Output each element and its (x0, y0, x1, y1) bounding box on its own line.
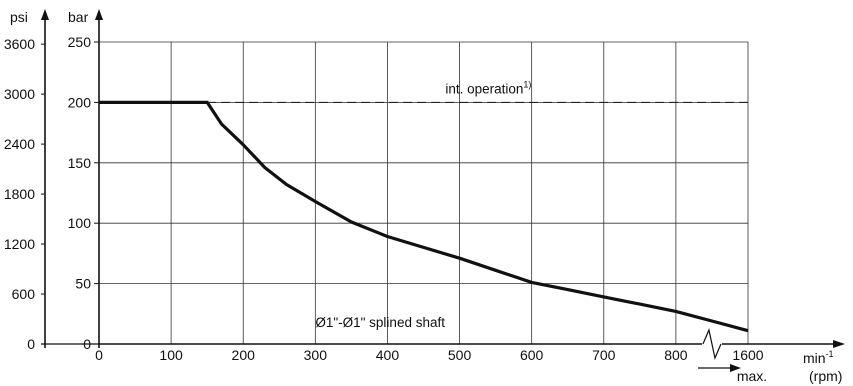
x-axis-unit-rpm: (rpm) (809, 368, 842, 384)
grid (99, 41, 749, 344)
x-tick-label-1600: 1600 (732, 347, 763, 363)
x-tick-label-600: 600 (520, 347, 544, 363)
tick-labels: 0 100 200 300 400 500 600 700 800 1600 0 50 100 150 20… (4, 34, 764, 363)
x-tick-label-100: 100 (159, 347, 183, 363)
psi-tick-label-600: 600 (12, 286, 36, 302)
bar-tick-label-250: 250 (68, 34, 92, 50)
axis-break-mark (701, 328, 722, 360)
psi-tick-label-0: 0 (27, 336, 35, 352)
x-axis-unit-text: min (803, 350, 826, 366)
bar-tick-label-100: 100 (68, 215, 92, 231)
max-arrow-icon (698, 364, 741, 372)
x-axis-unit-exponent: -1 (826, 349, 834, 359)
reference-line-footnote: 1) (523, 79, 531, 89)
right-axis-title-bar: bar (68, 9, 89, 25)
series-label: Ø1"-Ø1" splined shaft (315, 315, 445, 330)
psi-tick-label-2400: 2400 (4, 136, 35, 152)
x-tick-label-300: 300 (304, 347, 328, 363)
psi-tick-label-3000: 3000 (4, 86, 35, 102)
x-tick-label-800: 800 (664, 347, 688, 363)
axis-break-zigzag (702, 328, 722, 360)
bar-tick-label-150: 150 (68, 155, 92, 171)
x-tick-label-0: 0 (95, 347, 103, 363)
series-line-0 (99, 100, 749, 333)
psi-tick-label-1200: 1200 (4, 236, 35, 252)
reference-line-label: int. operation1) (445, 79, 531, 96)
max-arrow-head (730, 364, 741, 372)
axes (41, 9, 845, 348)
psi-axis-arrow-icon (41, 9, 49, 20)
psi-tick-label-3600: 3600 (4, 36, 35, 52)
bar-axis-arrow-icon (95, 9, 103, 20)
left-axis-title-psi: psi (10, 9, 28, 25)
x-tick-label-200: 200 (232, 347, 256, 363)
bar-tick-label-200: 200 (68, 94, 92, 110)
x-axis-unit-label: min-1 (803, 349, 834, 366)
x-tick-label-700: 700 (592, 347, 616, 363)
reference-line-label-text: int. operation (445, 81, 523, 96)
x-axis-max-label: max. (737, 368, 767, 384)
x-tick-label-500: 500 (448, 347, 472, 363)
x-axis-arrow-icon (833, 340, 845, 348)
psi-tick-label-1800: 1800 (4, 186, 35, 202)
bar-tick-label-0: 0 (83, 336, 91, 352)
bar-tick-label-50: 50 (75, 276, 91, 292)
series-layer (99, 100, 749, 333)
x-tick-label-400: 400 (376, 347, 400, 363)
